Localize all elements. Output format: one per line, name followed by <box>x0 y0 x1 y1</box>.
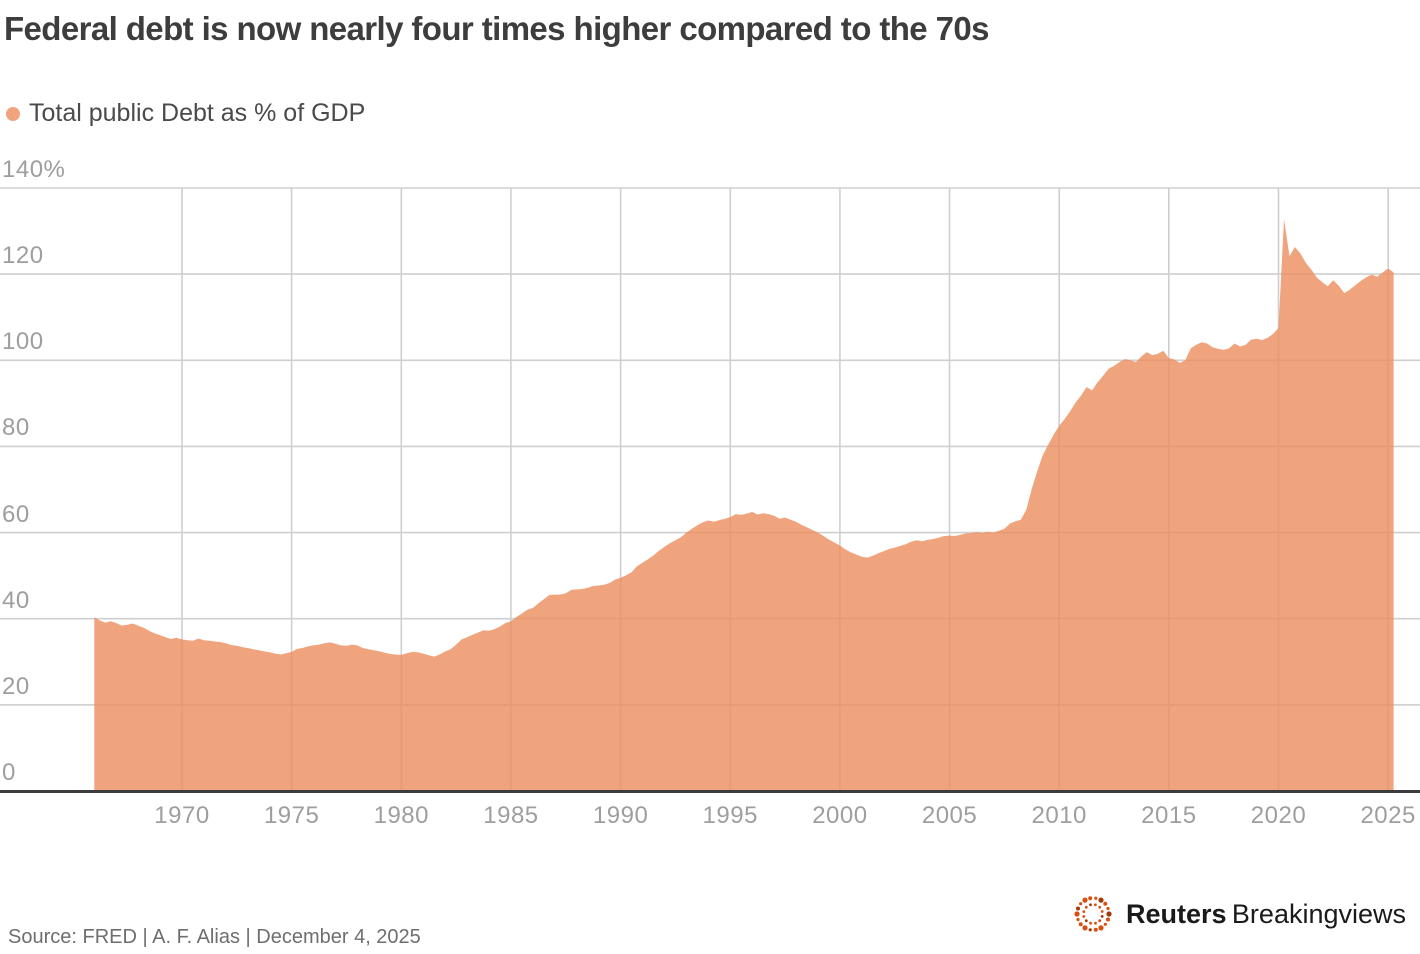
x-tick-label: 1975 <box>263 802 320 829</box>
y-tick-label: 120 <box>2 242 44 270</box>
source-note: Source: FRED | A. F. Alias | December 4,… <box>8 926 421 948</box>
legend-marker-icon <box>6 106 20 121</box>
x-tick-label: 2005 <box>921 802 978 829</box>
page-title: Federal debt is now nearly four times hi… <box>4 10 989 47</box>
y-tick-label: 40 <box>2 586 30 614</box>
x-tick-label: 1985 <box>483 802 539 829</box>
legend: Total public Debt as % of GDP <box>6 99 365 128</box>
x-tick-label: 1990 <box>592 802 649 829</box>
x-tick-label: 1995 <box>702 802 758 829</box>
y-tick-label: 0 <box>2 759 16 786</box>
brand-footer: Reuters Breakingviews <box>1070 891 1406 937</box>
y-tick-label: 140% <box>2 156 66 183</box>
y-tick-label: 60 <box>2 500 30 528</box>
y-tick-label: 100 <box>2 328 44 356</box>
x-tick-label: 1970 <box>154 802 210 829</box>
brand-regular: Breakingviews <box>1231 898 1406 929</box>
x-tick-label: 2000 <box>812 802 868 829</box>
y-tick-label: 80 <box>2 414 30 442</box>
y-tick-label: 20 <box>2 672 30 700</box>
brand-wordmark: Reuters Breakingviews <box>1126 899 1406 930</box>
x-tick-label: 2020 <box>1250 802 1307 829</box>
reuters-logo-icon <box>1074 896 1112 932</box>
x-tick-label: 2025 <box>1360 802 1416 829</box>
legend-label: Total public Debt as % of GDP <box>29 99 366 127</box>
x-tick-label: 2015 <box>1141 802 1197 829</box>
brand-bold: Reuters <box>1125 898 1227 929</box>
x-tick-label: 2010 <box>1031 802 1087 829</box>
x-tick-label: 1980 <box>373 802 429 829</box>
